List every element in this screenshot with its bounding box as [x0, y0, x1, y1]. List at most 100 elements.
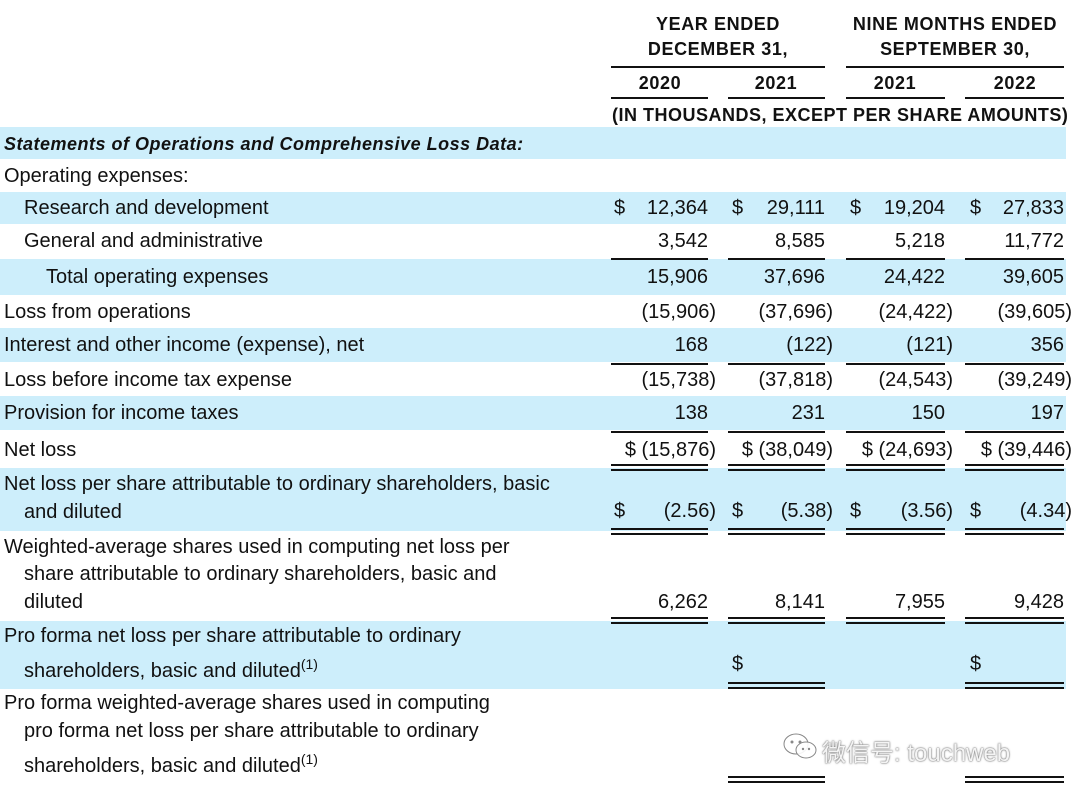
dbl-rule-eps-4: [965, 528, 1064, 535]
val-loss-ops-0: (15,906): [641, 301, 717, 323]
val-total-opex-2: 24,422: [883, 266, 945, 288]
header-units: (IN THOUSANDS, EXCEPT PER SHARE AMOUNTS): [612, 105, 1069, 125]
label-pf-wavg-text: shareholders, basic and diluted: [24, 755, 301, 777]
val-wavg-0: 6,262: [657, 591, 708, 613]
label-interest: Interest and other income (expense), net: [4, 334, 365, 356]
label-eps-line1: Net loss per share attributable to ordin…: [4, 473, 550, 495]
dbl-rule-netloss-2: [728, 464, 825, 471]
val-interest-1: (122): [786, 334, 833, 356]
rule-subtotal-2: [728, 258, 825, 260]
label-pf-wavg-line1: Pro forma weighted-average shares used i…: [4, 692, 490, 714]
val-provision-1: 231: [791, 402, 825, 424]
rule-pretax-4: [965, 363, 1064, 365]
cur-eps-3: $: [970, 500, 982, 522]
label-loss-before-tax: Loss before income tax expense: [4, 369, 292, 391]
val-wavg-1: 8,141: [774, 591, 825, 613]
cur-eps-0: $: [614, 500, 626, 522]
year-rule-4: [965, 97, 1064, 99]
val-eps-2: (3.56): [900, 500, 953, 522]
dbl-rule-netloss-1: [611, 464, 708, 471]
wechat-icon: [782, 732, 818, 762]
header-rule-nine: [846, 66, 1064, 68]
rule-pretax-3: [846, 363, 945, 365]
val-rnd-2: 19,204: [883, 197, 945, 219]
val-provision-0: 138: [674, 402, 708, 424]
header-year-2021b: 2021: [873, 73, 917, 93]
val-loss-ops-1: (37,696): [758, 301, 834, 323]
label-eps-line2: and diluted: [24, 501, 122, 523]
val-rnd-1: 29,111: [766, 197, 825, 219]
dbl-rule-eps-1: [611, 528, 708, 535]
dbl-rule-wavg-1: [611, 617, 708, 624]
val-total-opex-3: 39,605: [1002, 266, 1064, 288]
label-gna: General and administrative: [24, 230, 264, 252]
val-total-opex-1: 37,696: [763, 266, 825, 288]
band-provision: [0, 396, 1066, 430]
label-pf-eps-text: shareholders, basic and diluted: [24, 660, 301, 682]
band-rnd: [0, 192, 1066, 224]
cur-pf-eps-2: $: [970, 653, 982, 675]
val-provision-3: 197: [1030, 402, 1064, 424]
rule-netloss-2: [728, 431, 825, 433]
cur-pf-eps-1: $: [732, 653, 744, 675]
rule-subtotal-3: [846, 258, 945, 260]
val-loss-ops-3: (39,605): [997, 301, 1073, 323]
val-wavg-3: 9,428: [1013, 591, 1064, 613]
val-net-loss-2: $ (24,693): [861, 439, 953, 461]
label-pf-eps-line1: Pro forma net loss per share attributabl…: [4, 625, 461, 647]
dbl-rule-pf-wavg-1: [728, 776, 825, 783]
header-year-ended: YEAR ENDED: [655, 14, 781, 34]
label-pf-wavg-line2: pro forma net loss per share attributabl…: [24, 720, 479, 742]
dbl-rule-pf-wavg-2: [965, 776, 1064, 783]
val-loss-before-tax-0: (15,738): [641, 369, 717, 391]
dbl-rule-pf-eps-1: [728, 682, 825, 689]
val-net-loss-1: $ (38,049): [741, 439, 833, 461]
cur-eps-2: $: [850, 500, 862, 522]
header-nine-months-date: SEPTEMBER 30,: [880, 39, 1030, 59]
dbl-rule-wavg-4: [965, 617, 1064, 624]
header-year-2022: 2022: [993, 73, 1037, 93]
cur-rnd-1: $: [732, 197, 744, 219]
val-loss-before-tax-2: (24,543): [878, 369, 954, 391]
header-year-2020: 2020: [638, 73, 682, 93]
year-rule-3: [846, 97, 945, 99]
footnote-marker: (1): [300, 751, 318, 767]
band-total-opex: [0, 259, 1066, 295]
footnote-marker: (1): [300, 656, 318, 672]
val-wavg-2: 7,955: [894, 591, 945, 613]
label-total-opex: Total operating expenses: [46, 266, 269, 288]
rule-pretax-2: [728, 363, 825, 365]
val-eps-1: (5.38): [780, 500, 833, 522]
year-rule-2: [728, 97, 825, 99]
val-eps-3: (4.34): [1019, 500, 1072, 522]
cur-rnd-2: $: [850, 197, 862, 219]
band-interest: [0, 328, 1066, 362]
dbl-rule-pf-eps-2: [965, 682, 1064, 689]
dbl-rule-wavg-3: [846, 617, 945, 624]
header-year-ended-date: DECEMBER 31,: [647, 39, 789, 59]
header-year-2021a: 2021: [754, 73, 798, 93]
cur-eps-1: $: [732, 500, 744, 522]
label-pf-eps-line2: shareholders, basic and diluted(1): [24, 650, 318, 685]
val-net-loss-0: $ (15,876): [624, 439, 716, 461]
rule-pretax-1: [611, 363, 708, 365]
label-wavg-line1: Weighted-average shares used in computin…: [4, 536, 510, 558]
cur-rnd-0: $: [614, 197, 626, 219]
dbl-rule-eps-3: [846, 528, 945, 535]
rule-subtotal-1: [611, 258, 708, 260]
val-gna-1: 8,585: [774, 230, 825, 252]
dbl-rule-wavg-2: [728, 617, 825, 624]
label-pf-wavg-line3: shareholders, basic and diluted(1): [24, 745, 318, 780]
cur-rnd-3: $: [970, 197, 982, 219]
dbl-rule-eps-2: [728, 528, 825, 535]
val-gna-3: 11,772: [1004, 230, 1064, 252]
val-rnd-3: 27,833: [1002, 197, 1064, 219]
rule-netloss-1: [611, 431, 708, 433]
val-loss-before-tax-3: (39,249): [997, 369, 1073, 391]
label-loss-ops: Loss from operations: [4, 301, 191, 323]
rule-subtotal-4: [965, 258, 1064, 260]
val-rnd-0: 12,364: [646, 197, 708, 219]
band-pro-forma-eps: [0, 621, 1066, 689]
val-gna-2: 5,218: [894, 230, 945, 252]
band-section: [0, 127, 1066, 159]
